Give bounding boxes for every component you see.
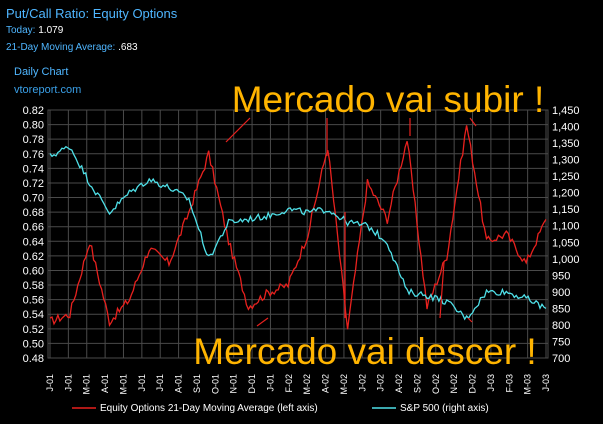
x-tick-label: J-01: [265, 374, 275, 392]
x-tick-label: A-01: [100, 374, 110, 393]
y-left-tick-label: 0.52: [23, 324, 44, 336]
series-line-sp500: [49, 145, 547, 321]
today-readout: Today: 1.079: [6, 25, 63, 36]
y-right-tick-label: 1,150: [552, 204, 580, 216]
x-tick-label: N-01: [229, 374, 239, 394]
y-left-tick-label: 0.68: [23, 207, 44, 219]
legend-label-sp500: S&P 500 (right axis): [400, 403, 489, 414]
x-tick-label: J-01: [137, 374, 147, 392]
y-right-tick-label: 1,350: [552, 138, 580, 150]
x-tick-label: D-02: [468, 374, 478, 394]
y-left-tick-label: 0.78: [23, 134, 44, 146]
y-left-tick-label: 0.58: [23, 280, 44, 292]
y-left-tick-label: 0.82: [23, 105, 44, 117]
annotation-bottom: Mercado vai descer !: [193, 331, 536, 372]
site-name: vtoreport.com: [14, 84, 82, 96]
callout-line-up: [469, 117, 477, 127]
y-left-tick-label: 0.74: [23, 163, 44, 175]
axis-labels: 0.82 0.80 0.78 0.76 0.74 0.72 0.70 0.68 0.66 0.64…: [23, 105, 580, 395]
plot-frame: [47, 109, 549, 359]
x-tick-label: J-03: [486, 374, 496, 392]
legend-label-put-call: Equity Options 21-Day Moving Average (le…: [100, 403, 318, 414]
x-tick-label: M-02: [302, 374, 312, 395]
chart-title: Put/Call Ratio: Equity Options: [6, 6, 178, 21]
y-right-tick-label: 1,200: [552, 188, 580, 200]
x-tick-label: F-02: [284, 374, 294, 393]
y-right-tick-label: 1,400: [552, 122, 580, 134]
x-tick-label: A-02: [394, 374, 404, 393]
x-tick-label: F-03: [504, 374, 514, 393]
callout-line-down: [467, 317, 473, 323]
annotation-top: Mercado vai subir !: [232, 79, 545, 120]
y-right-tick-label: 1,300: [552, 155, 580, 167]
annotation-callouts: [225, 117, 477, 327]
x-tick-label: O-01: [210, 374, 220, 394]
y-right-tick-label: 1,250: [552, 171, 580, 183]
moving-average-readout: 21-Day Moving Average: .683: [6, 42, 138, 53]
y-left-tick-label: 0.64: [23, 236, 44, 248]
y-left-tick-label: 0.62: [23, 251, 44, 263]
y-left-tick-label: 0.66: [23, 222, 44, 234]
y-right-tick-label: 1,100: [552, 221, 580, 233]
y-left-tick-label: 0.76: [23, 149, 44, 161]
x-tick-label: J-01: [45, 374, 55, 392]
plot-series: [49, 125, 547, 330]
y-right-tick-label: 800: [552, 320, 570, 332]
moving-average-label: 21-Day Moving Average:: [6, 42, 116, 53]
y-left-tick-label: 0.48: [23, 353, 44, 365]
callout-line-up: [225, 117, 251, 143]
x-tick-label: O-02: [431, 374, 441, 394]
y-right-tick-label: 700: [552, 353, 570, 365]
y-right-tick-label: 1,050: [552, 237, 580, 249]
x-tick-label: S-01: [192, 374, 202, 393]
chart-legend: Equity Options 21-Day Moving Average (le…: [72, 403, 489, 414]
y-left-tick-label: 0.80: [23, 120, 44, 132]
y-right-tick-label: 750: [552, 336, 570, 348]
x-tick-label: J-03: [541, 374, 551, 392]
x-tick-label: A-02: [321, 374, 331, 393]
y-right-tick-label: 1,000: [552, 254, 580, 266]
grid-lines: [47, 109, 549, 359]
series-line-put-call-ratio: [49, 125, 547, 330]
today-label: Today:: [6, 25, 36, 36]
x-tick-label: M-03: [523, 374, 533, 395]
x-tick-label: J-02: [357, 374, 367, 392]
x-tick-label: A-01: [174, 374, 184, 393]
y-left-tick-label: 0.50: [23, 338, 44, 350]
x-tick-label: J-02: [376, 374, 386, 392]
y-left-tick-label: 0.60: [23, 265, 44, 277]
today-value: 1.079: [38, 25, 64, 36]
y-right-tick-label: 1,450: [552, 105, 580, 117]
x-tick-label: M-01: [82, 374, 92, 395]
x-tick-label: D-01: [247, 374, 257, 394]
y-right-tick-label: 850: [552, 303, 570, 315]
x-tick-label: M-01: [118, 374, 128, 395]
y-right-tick-label: 950: [552, 270, 570, 282]
y-right-tick-label: 900: [552, 287, 570, 299]
y-left-tick-label: 0.56: [23, 295, 44, 307]
callout-line-down: [439, 261, 445, 319]
x-tick-label: J-01: [155, 374, 165, 392]
callout-line-down: [256, 317, 269, 327]
x-tick-label: J-01: [63, 374, 73, 392]
y-left-tick-label: 0.72: [23, 178, 44, 190]
x-tick-label: N-02: [449, 374, 459, 394]
moving-average-value: .683: [118, 42, 138, 53]
y-left-tick-label: 0.54: [23, 309, 44, 321]
chart-period: Daily Chart: [14, 66, 69, 78]
x-tick-label: S-02: [412, 374, 422, 393]
x-tick-label: M-02: [339, 374, 349, 395]
y-left-tick-label: 0.70: [23, 193, 44, 205]
